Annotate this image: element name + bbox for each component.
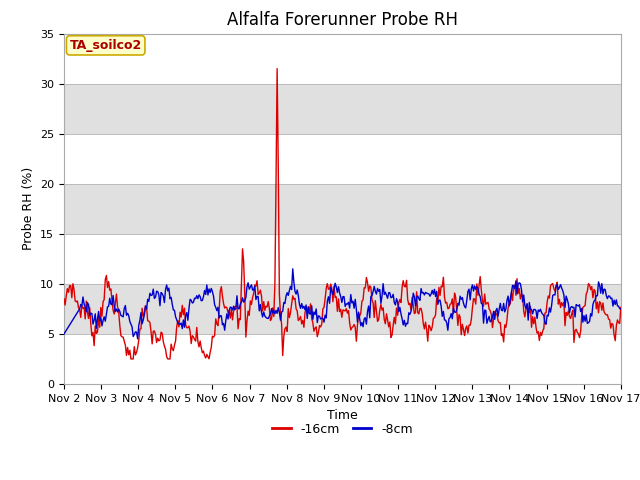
Text: TA_soilco2: TA_soilco2 xyxy=(70,39,142,52)
Bar xyxy=(64,184,621,234)
Bar xyxy=(64,284,621,334)
X-axis label: Time: Time xyxy=(327,409,358,422)
Bar xyxy=(64,84,621,134)
Bar xyxy=(64,234,621,284)
Y-axis label: Probe RH (%): Probe RH (%) xyxy=(22,167,35,251)
Bar xyxy=(64,334,621,384)
Legend: -16cm, -8cm: -16cm, -8cm xyxy=(267,418,418,441)
Bar xyxy=(64,134,621,184)
Bar xyxy=(64,34,621,84)
Title: Alfalfa Forerunner Probe RH: Alfalfa Forerunner Probe RH xyxy=(227,11,458,29)
